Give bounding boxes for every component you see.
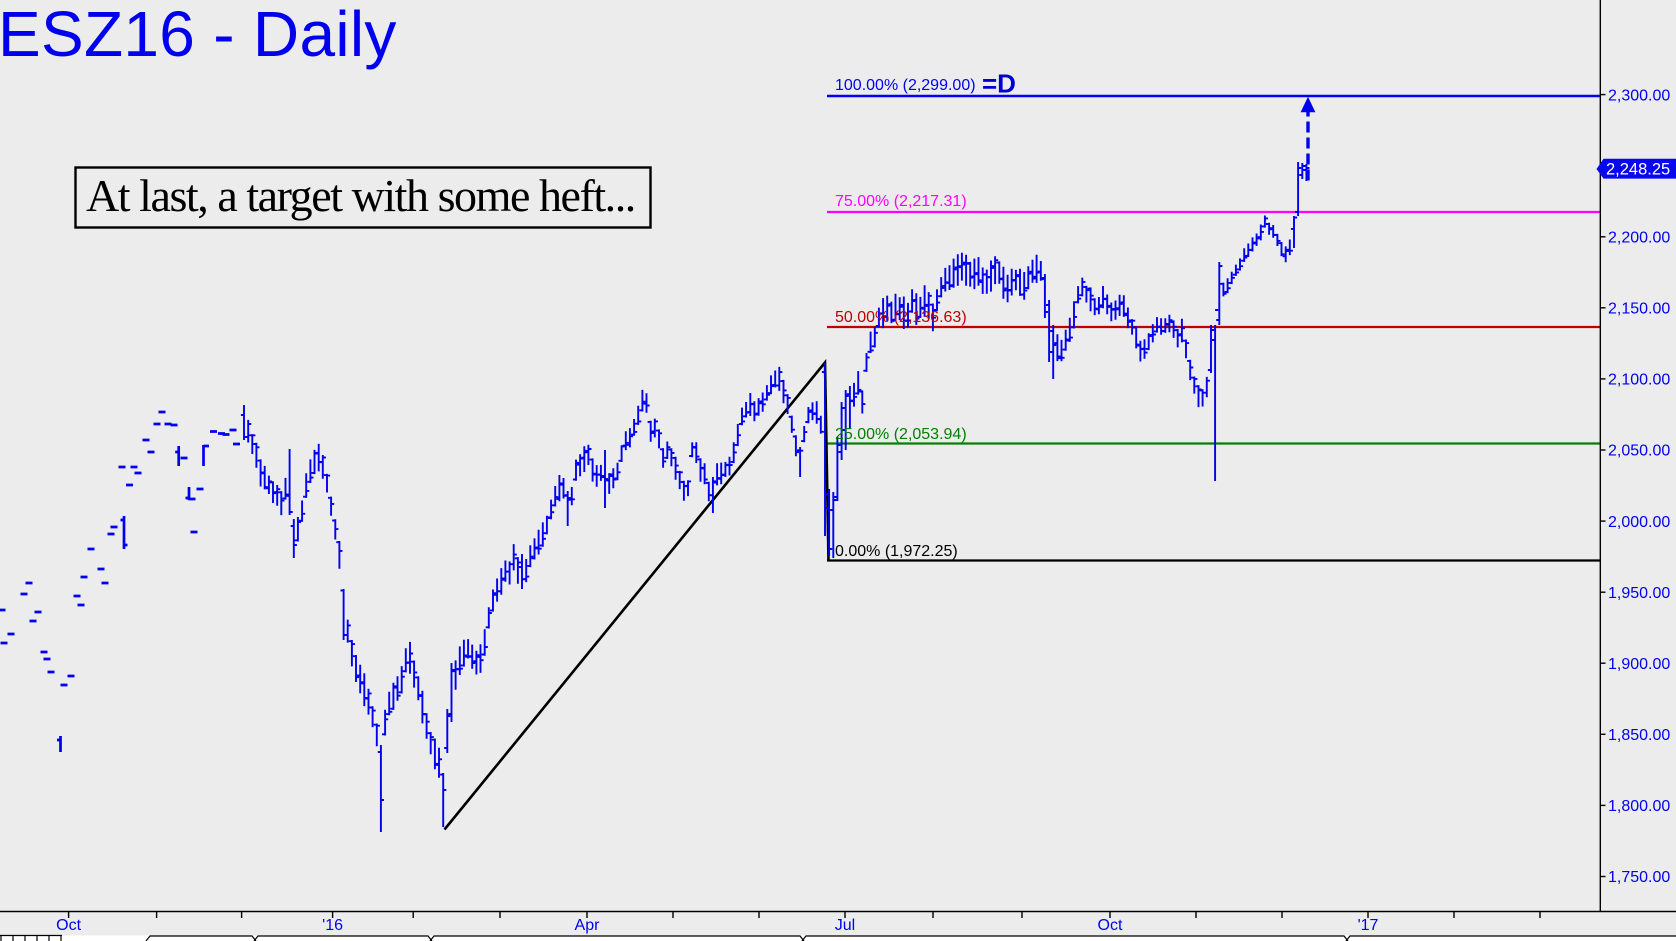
svg-text:'16: '16 [322,917,343,934]
svg-text:1,750.00: 1,750.00 [1608,869,1670,886]
svg-text:2,300.00: 2,300.00 [1608,87,1670,104]
svg-text:=D: =D [982,69,1016,99]
svg-text:Jul: Jul [835,917,855,934]
svg-text:1,800.00: 1,800.00 [1608,798,1670,815]
svg-text:2,100.00: 2,100.00 [1608,372,1670,389]
svg-text:2,150.00: 2,150.00 [1608,301,1670,318]
svg-text:75.00% (2,217.31): 75.00% (2,217.31) [835,193,967,210]
svg-text:1,900.00: 1,900.00 [1608,656,1670,673]
svg-text:Apr: Apr [575,917,601,934]
svg-text:'17: '17 [1358,917,1379,934]
svg-text:2,050.00: 2,050.00 [1608,443,1670,460]
svg-text:At last, a target with some he: At last, a target with some heft... [86,170,635,221]
svg-text:Oct: Oct [56,917,81,934]
svg-text:0.00% (1,972.25): 0.00% (1,972.25) [835,543,958,560]
svg-text:Oct: Oct [1098,917,1123,934]
svg-text:25.00% (2,053.94): 25.00% (2,053.94) [835,426,967,443]
svg-text:ESZ16 - Daily: ESZ16 - Daily [0,0,397,70]
svg-text:1,950.00: 1,950.00 [1608,585,1670,602]
svg-text:1,850.00: 1,850.00 [1608,727,1670,744]
svg-text:100.00% (2,299.00): 100.00% (2,299.00) [835,77,976,94]
svg-text:2,000.00: 2,000.00 [1608,514,1670,531]
svg-text:50.00% (2,136.63): 50.00% (2,136.63) [835,309,967,326]
svg-text:2,200.00: 2,200.00 [1608,230,1670,247]
svg-text:2,248.25: 2,248.25 [1606,161,1670,179]
